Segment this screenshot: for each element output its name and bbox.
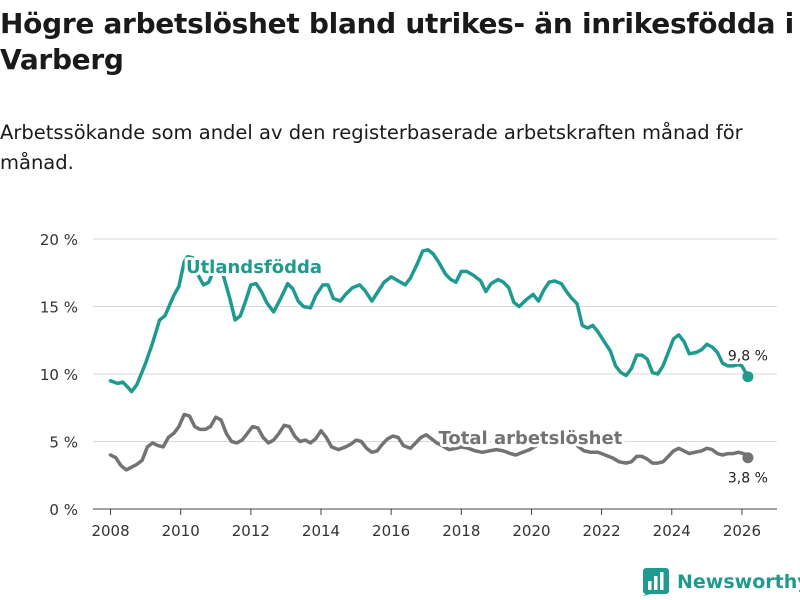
series-line-utlandsfodda <box>108 248 750 394</box>
x-tick-label: 2020 <box>512 522 550 540</box>
line-chart: 0 % 5 % 10 % 15 % 20 % 2008 2010 2012 2014 2016 20… <box>40 231 777 540</box>
x-tick-label: 2008 <box>91 522 129 540</box>
series-label-total: Total arbetslöshet <box>439 428 623 449</box>
y-tick-label: 15 % <box>40 299 78 317</box>
x-tick-label: 2024 <box>653 522 691 540</box>
x-tick-label: 2016 <box>372 522 410 540</box>
y-tick-label: 0 % <box>49 501 78 519</box>
series-label-utlandsfodda: Utlandsfödda <box>186 257 322 278</box>
y-tick-label: 20 % <box>40 231 78 249</box>
chart-subtitle: Arbetssökande som andel av den registerb… <box>0 121 743 174</box>
series-end-label: 9,8 % <box>728 349 768 365</box>
newsworthy-logo-icon <box>643 568 669 596</box>
series-end-point <box>742 452 754 464</box>
x-tick-label: 2014 <box>302 522 340 540</box>
series-end-label: 3,8 % <box>728 471 768 487</box>
newsworthy-logo-text: Newsworthy <box>677 571 800 593</box>
x-tick-label: 2026 <box>723 522 761 540</box>
newsworthy-logo: Newsworthy <box>643 566 800 598</box>
x-tick-label: 2010 <box>162 522 200 540</box>
y-tick-label: 10 % <box>40 366 78 384</box>
series-end-point <box>742 371 754 383</box>
x-tick-label: 2018 <box>442 522 480 540</box>
y-tick-label: 5 % <box>49 434 78 452</box>
x-tick-label: 2012 <box>232 522 270 540</box>
x-tick-label: 2022 <box>583 522 621 540</box>
chart-title: Högre arbetslöshet bland utrikes- än inr… <box>0 7 794 76</box>
series-line-total <box>108 412 750 472</box>
